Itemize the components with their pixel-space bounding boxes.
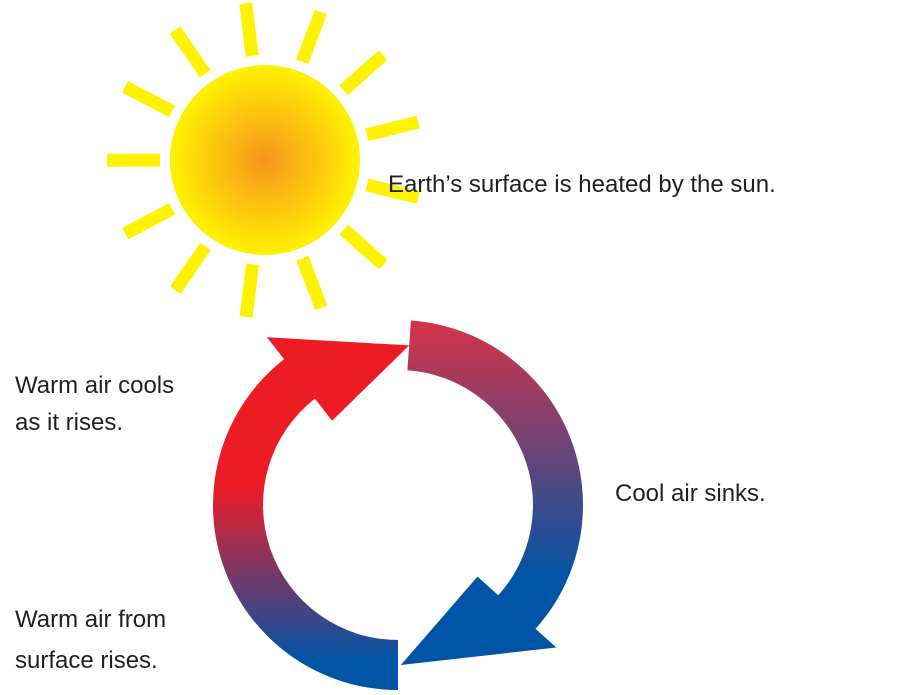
sun (170, 65, 360, 255)
sun-ray (367, 122, 418, 135)
rises-label: surface rises. (15, 647, 158, 674)
sun-ray (175, 246, 205, 290)
sun-ray (125, 87, 172, 112)
sun-label: Earth’s surface is heated by the sun. (388, 171, 776, 198)
sun-ray (246, 264, 252, 317)
sinking-arrow (401, 321, 583, 666)
rising-arrow (213, 337, 409, 690)
cools-label: as it rises. (15, 409, 123, 436)
rises-label: Warm air from (15, 606, 166, 633)
sun-ray (302, 12, 321, 62)
sun-ray (344, 55, 384, 90)
sun-ray (344, 230, 384, 265)
sun-ray (302, 258, 321, 308)
cools-label: Warm air cools (15, 372, 174, 399)
sinks-label: Cool air sinks. (615, 480, 766, 507)
sun-ray (175, 30, 205, 74)
sun-ray (246, 3, 252, 56)
sun-ray (125, 209, 172, 234)
diagram: Earth’s surface is heated by the sun. Wa… (0, 0, 915, 695)
